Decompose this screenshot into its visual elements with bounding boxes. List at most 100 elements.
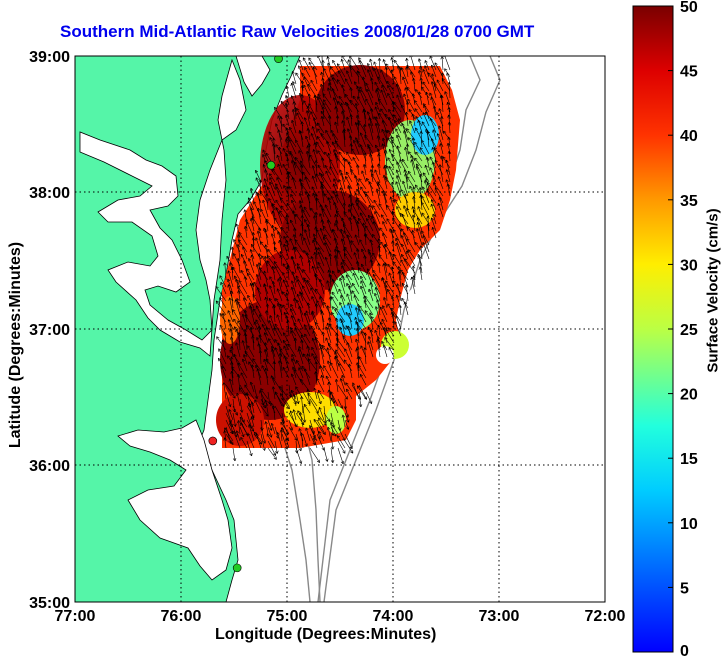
velocity-arrow-head [390,181,393,185]
velocity-arrow [299,193,304,204]
velocity-arrow-head [321,311,324,315]
colorbar-tick: 10 [680,516,698,533]
velocity-arrow-head [300,80,303,84]
velocity-arrow [329,115,332,134]
velocity-arrow-head [285,315,287,319]
velocity-arrow-head [271,143,274,147]
velocity-arrow-head [363,332,366,336]
velocity-arrow-head [251,244,255,246]
velocity-arrow [387,85,395,99]
velocity-arrow-head [333,237,335,241]
velocity-arrow-head [402,180,404,185]
velocity-arrow [350,87,353,99]
velocity-arrow-head [391,139,395,142]
velocity-arrow-head [289,410,291,414]
velocity-arrow-head [248,258,252,261]
velocity-arrow-head [382,327,385,331]
velocity-arrow [295,139,304,155]
velocity-arrow-head [230,267,233,271]
velocity-arrow-head [228,297,230,301]
velocity-arrow [335,220,339,232]
velocity-arrow-head [372,164,375,168]
velocity-arrow [376,188,381,204]
velocity-arrow [351,290,360,302]
velocity-arrow [380,306,388,323]
velocity-arrow [280,429,283,442]
velocity-arrow-head [291,256,293,260]
velocity-arrow [317,150,325,162]
velocity-arrow [350,114,353,127]
velocity-arrow [237,362,248,379]
velocity-arrow-head [302,209,306,212]
velocity-arrow [311,296,318,309]
velocity-arrow-head [277,278,281,282]
velocity-arrow-head [377,135,381,139]
velocity-arrow-head [380,108,384,111]
velocity-arrow-head [241,254,244,257]
velocity-arrow-head [317,122,321,125]
velocity-arrow-head [406,87,408,91]
velocity-arrow [381,318,388,330]
velocity-arrow-head [235,329,237,333]
velocity-arrow-head [334,121,338,125]
velocity-arrow-head [342,259,346,262]
velocity-arrow-head [396,83,399,87]
velocity-arrow [292,71,297,85]
velocity-arrow [408,109,416,120]
velocity-arrow [239,384,247,396]
velocity-arrow [431,138,437,155]
velocity-arrow [374,329,381,344]
velocity-arrow [319,343,325,358]
velocity-arrow [334,121,339,134]
velocity-arrow [381,84,388,99]
velocity-arrow [316,229,325,246]
velocity-arrow-head [300,254,303,258]
velocity-arrow-head [301,215,304,219]
velocity-arrow-head [224,430,227,434]
velocity-arrow-head [335,349,339,352]
velocity-arrow-head [356,164,358,168]
velocity-arrow-head [400,259,404,262]
velocity-arrow-head [262,199,264,204]
velocity-arrow-head [396,175,400,178]
velocity-arrow-head [299,178,303,181]
velocity-arrow-head [312,239,316,243]
velocity-arrow [239,398,243,413]
velocity-arrow-head [316,229,320,232]
velocity-arrow [332,60,339,71]
velocity-arrow [316,391,322,404]
velocity-arrow-head [387,303,391,306]
velocity-arrow-head [327,153,329,157]
velocity-arrow-head [305,110,308,114]
velocity-arrow-head [411,214,414,218]
velocity-arrow-head [231,356,234,360]
velocity-arrow-head [387,92,391,96]
velocity-arrow-head [330,460,334,463]
velocity-arrow [431,81,437,99]
velocity-arrow [267,419,272,431]
velocity-arrow-head [256,337,260,340]
velocity-arrow [431,73,437,92]
velocity-arrow-head [421,230,425,233]
velocity-arrow [259,179,262,197]
velocity-arrow [431,217,437,232]
velocity-arrow [250,326,255,344]
velocity-arrow-head [267,303,270,307]
velocity-arrow [376,87,381,99]
velocity-arrow [337,115,339,127]
velocity-arrow [297,266,304,281]
velocity-arrow-head [283,355,285,359]
velocity-arrow-head [402,180,406,184]
velocity-arrow-head [357,85,360,89]
velocity-arrow-head [407,98,411,101]
velocity-arrow-head [301,396,304,400]
velocity-arrow-head [275,186,279,190]
velocity-arrow-head [237,374,241,377]
velocity-arrow-head [402,282,405,285]
velocity-arrow [366,88,374,106]
velocity-arrow-head [248,402,252,406]
velocity-arrow [272,143,276,162]
velocity-arrow [283,332,290,344]
velocity-arrow-head [257,262,260,266]
velocity-arrow-head [370,282,373,285]
